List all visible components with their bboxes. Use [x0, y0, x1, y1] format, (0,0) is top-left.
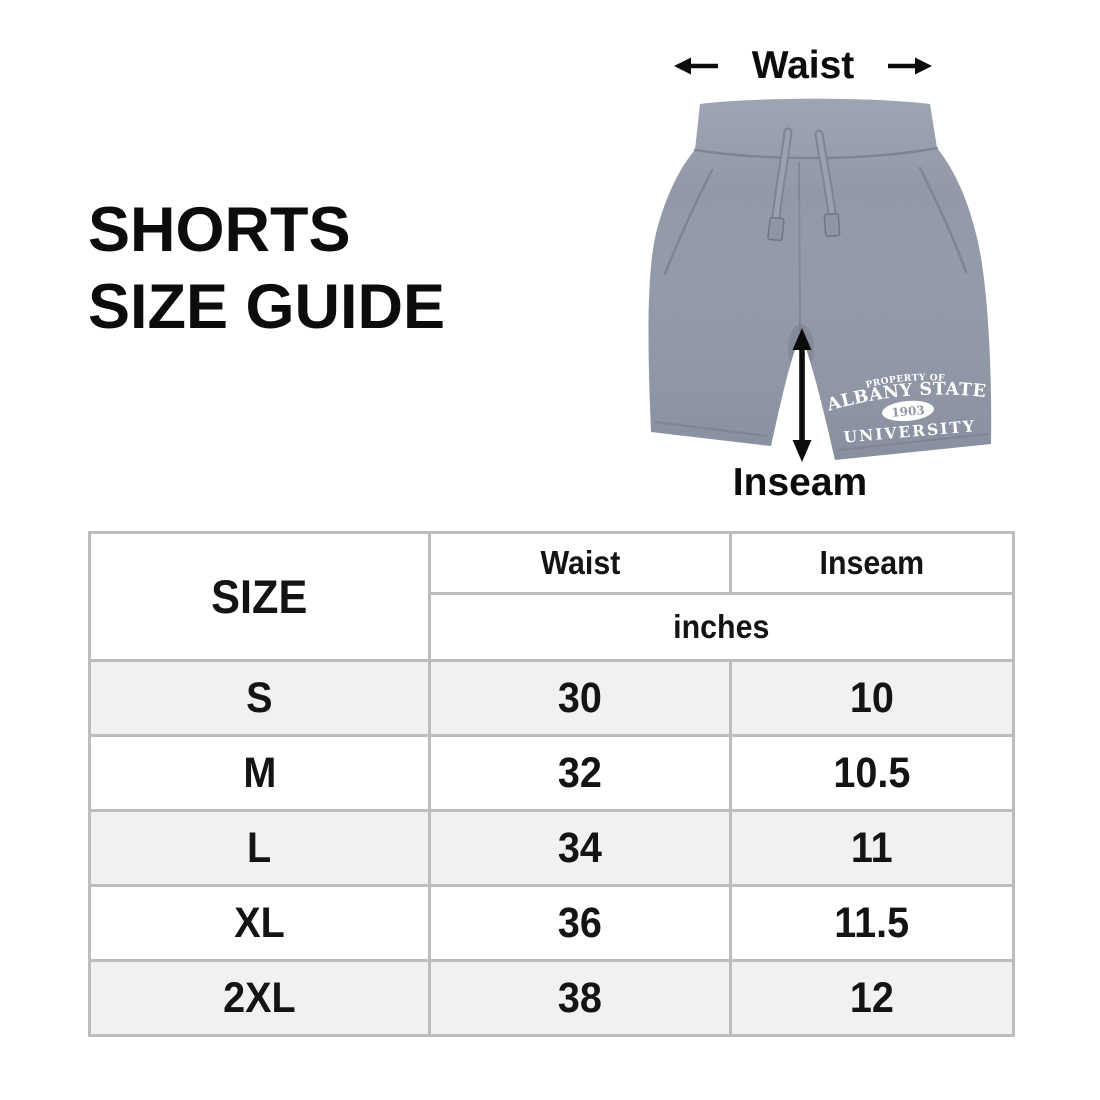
waist-cell: 32: [428, 734, 732, 812]
table-header-row: SIZE Waist Inseam: [88, 531, 1015, 662]
waist-arrow-left-icon: [674, 57, 718, 75]
inseam-cell: 11.5: [729, 884, 1015, 962]
waist-dimension-label: Waist: [672, 44, 934, 88]
table-row: 2XL 38 12: [88, 959, 1015, 1037]
table-unit-row: inches: [90, 592, 1015, 662]
print-year: 1903: [891, 403, 925, 420]
left-pocket-seam: [663, 168, 714, 276]
table-row: L 34 11: [88, 809, 1015, 887]
table-row: XL 36 11.5: [88, 884, 1015, 962]
title-line-2: SIZE GUIDE: [88, 272, 446, 342]
size-table: SIZE Waist Inseam inches S 30 10 M 32 10…: [88, 531, 1015, 1037]
inseam-column-header: Inseam: [729, 531, 1015, 595]
size-cell: 2XL: [88, 959, 431, 1037]
table-row: S 30 10: [88, 659, 1015, 737]
size-cell: XL: [88, 884, 431, 962]
waist-cell: 30: [428, 659, 732, 737]
size-cell: M: [88, 734, 431, 812]
shorts-body: PROPERTY OF ALBANY STATE 1903 UNIVERSITY: [648, 98, 992, 462]
waist-cell: 36: [428, 884, 732, 962]
right-pocket-seam: [918, 166, 968, 274]
title-line-1: SHORTS: [88, 195, 351, 265]
waist-arrow-right-icon: [887, 57, 932, 75]
size-cell: L: [88, 809, 431, 887]
inseam-cell: 10.5: [729, 734, 1015, 812]
waist-label: Waist: [751, 44, 855, 87]
waist-cell: 38: [428, 959, 732, 1037]
inseam-cell: 12: [729, 959, 1015, 1037]
inseam-label: Inseam: [732, 461, 868, 504]
waist-cell: 34: [428, 809, 732, 887]
waist-column-header: Waist: [428, 531, 732, 595]
unit-header: inches: [428, 592, 1015, 662]
table-row: M 32 10.5: [88, 734, 1015, 812]
inseam-cell: 11: [729, 809, 1015, 887]
shorts-image: PROPERTY OF ALBANY STATE 1903 UNIVERSITY: [648, 98, 992, 462]
inseam-arrow-icon: [792, 328, 812, 462]
size-cell: S: [88, 659, 431, 737]
size-column-header: SIZE: [88, 531, 431, 662]
page-title: SHORTS SIZE GUIDE: [88, 192, 445, 346]
inseam-cell: 10: [729, 659, 1015, 737]
drawstrings: [767, 127, 841, 242]
